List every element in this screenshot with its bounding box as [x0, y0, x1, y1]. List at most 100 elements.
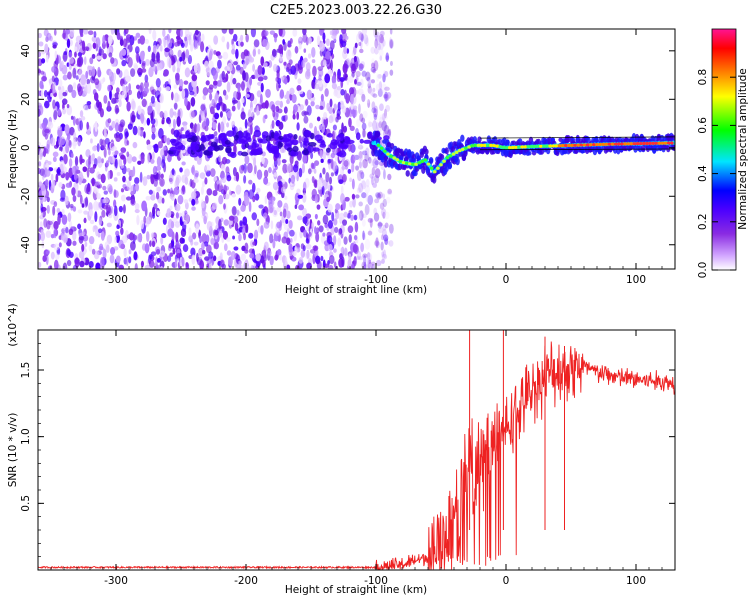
- spectrogram-cell: [171, 168, 175, 176]
- spectrogram-cell: [601, 142, 606, 146]
- spectrogram-cell: [498, 145, 503, 149]
- spectrogram-cell: [177, 194, 184, 205]
- spectrogram-cell: [604, 142, 609, 146]
- spectrogram-cell: [392, 156, 397, 160]
- y-tick-label: 0: [20, 144, 32, 151]
- spectrogram-cell: [201, 243, 205, 249]
- spectrogram-cell: [181, 174, 187, 184]
- spectrogram-cell: [157, 170, 161, 181]
- spectrogram-cell: [243, 175, 247, 184]
- spectrogram-cell: [356, 118, 361, 127]
- spectrogram-cell: [363, 255, 367, 267]
- spectrogram-cell: [526, 145, 531, 149]
- spectrogram-cell: [72, 230, 77, 241]
- spectrogram-cell: [362, 256, 367, 265]
- spectrogram-cell: [276, 221, 282, 229]
- spectrogram-cell: [72, 82, 77, 90]
- spectrogram-cell: [249, 76, 253, 86]
- spectrogram-cell: [173, 84, 178, 89]
- spectrogram-cell: [381, 258, 385, 264]
- spectrogram-cell: [200, 112, 206, 122]
- y-tick-label: 1.0: [20, 428, 32, 445]
- spectrogram-cell: [38, 261, 42, 268]
- spectrogram-cell: [286, 147, 293, 152]
- spectrogram-cell: [322, 259, 326, 268]
- spectrogram-cell: [369, 173, 375, 179]
- spectrogram-cell: [43, 89, 48, 98]
- spectrogram-cell: [366, 263, 372, 269]
- spectrogram-cell: [174, 221, 180, 228]
- spectrogram-cell: [213, 131, 218, 137]
- colorbar-tick-label: 0.8: [697, 69, 709, 86]
- spectrogram-cell: [319, 150, 323, 159]
- spectrogram-cell: [367, 257, 372, 269]
- spectrogram-cell: [192, 232, 197, 240]
- x-tick-label: 100: [626, 575, 646, 587]
- spectrogram-cell: [181, 257, 185, 267]
- spectrogram-cell: [157, 140, 164, 149]
- spectrogram-cell: [324, 73, 331, 84]
- spectrogram-cell: [338, 150, 347, 158]
- spectrogram-cell: [327, 181, 331, 191]
- spectrogram-cell: [278, 44, 284, 54]
- spectrogram-cell: [377, 221, 383, 229]
- spectrogram-cell: [144, 38, 149, 44]
- spectrogram-cell: [545, 144, 549, 148]
- spectrogram-cell: [613, 142, 618, 146]
- spectrogram-cell: [260, 82, 264, 93]
- spectrogram-cell: [130, 184, 136, 196]
- spectrogram-cell: [377, 88, 383, 98]
- spectrogram-cell: [316, 260, 322, 269]
- spectrogram-cell: [277, 77, 282, 85]
- spectrogram-cell: [298, 64, 303, 74]
- spectrogram-cell: [93, 30, 97, 38]
- spectrogram-cell: [384, 86, 390, 91]
- spectrogram-cell: [81, 231, 86, 236]
- spectrogram-cell: [238, 197, 242, 206]
- spectrogram-cell: [372, 87, 376, 93]
- spectrogram-cell: [355, 165, 360, 171]
- spectrogram-cell: [99, 264, 105, 269]
- spectrogram-cell: [374, 175, 380, 184]
- spectrogram-cell: [116, 68, 121, 75]
- spectrogram-cell: [231, 120, 236, 128]
- spectrogram-cell: [69, 126, 75, 136]
- spectrogram-cell: [231, 48, 236, 55]
- band-edge-line: [479, 136, 675, 139]
- spectrogram-cell: [261, 102, 267, 109]
- spectrogram-cell: [174, 92, 179, 103]
- spectrogram-cell: [160, 236, 164, 245]
- spectrogram-cell: [296, 111, 300, 120]
- spectrogram-cell: [305, 98, 309, 106]
- spectrogram-cell: [171, 243, 175, 249]
- spectrogram-cell: [42, 196, 46, 202]
- spectrogram-cell: [424, 148, 429, 155]
- spectrogram-cell: [331, 34, 337, 40]
- spectrogram-cell: [414, 162, 418, 166]
- spectrogram-cell: [373, 113, 380, 124]
- spectrogram-cell: [94, 157, 98, 167]
- spectrogram-cell: [56, 108, 62, 115]
- spectrogram-cell: [219, 111, 223, 118]
- spectrogram-cell: [52, 156, 57, 163]
- spectrogram-cell: [359, 170, 364, 178]
- spectrogram-cell: [366, 76, 371, 83]
- spectrogram-cell: [370, 171, 374, 179]
- spectrogram-cell: [373, 113, 378, 121]
- spectrogram-cell: [360, 171, 365, 180]
- spectrogram-cell: [242, 130, 249, 139]
- spectrogram-cell: [44, 128, 50, 134]
- spectrogram-cell: [44, 179, 49, 186]
- spectrogram-cell: [354, 42, 358, 49]
- spectrogram-cell: [367, 131, 373, 138]
- spectrogram-cell: [274, 254, 279, 261]
- spectrogram-cell: [181, 185, 186, 192]
- spectrogram-cell: [113, 188, 117, 198]
- spectrogram-cell: [351, 193, 356, 200]
- spectrogram-cell: [126, 234, 133, 240]
- spectrogram-cell: [376, 143, 381, 147]
- spectrogram-cell: [366, 256, 372, 267]
- spectrogram-cell: [387, 129, 391, 137]
- spectrogram-cell: [132, 141, 138, 149]
